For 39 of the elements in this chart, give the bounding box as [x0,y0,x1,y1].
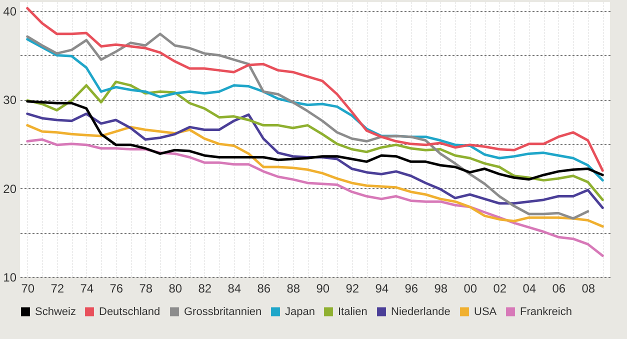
y-tick-label: 20 [3,182,17,196]
legend-label: Japan [285,306,315,318]
x-tick-label: 94 [375,282,389,296]
y-tick-label: 30 [3,93,17,108]
legend-label: USA [474,306,498,318]
x-tick-label: 80 [168,282,182,296]
x-tick-label: 04 [522,282,536,296]
legend-label: Schweiz [35,306,76,318]
legend-label: Deutschland [99,306,160,318]
legend-label: Grossbritannien [184,306,262,318]
x-tick-label: 72 [50,282,64,296]
y-tick-label: 10 [3,270,17,284]
x-tick-label: 70 [21,282,35,296]
line-series [26,112,604,210]
line-series [26,100,604,181]
line-series [26,32,590,220]
y-tick-label: 40 [3,4,17,18]
x-tick-label: 78 [139,282,153,296]
x-tick-label: 00 [464,282,478,296]
x-tick-label: 90 [316,282,330,296]
x-tick-label: 82 [198,282,212,296]
x-tick-label: 08 [582,282,596,296]
x-tick-label: 06 [552,282,566,296]
line-series [26,6,604,172]
legend-label: Frankreich [520,306,572,318]
x-tick-label: 88 [286,282,300,296]
x-tick-label: 74 [80,282,94,296]
x-tick-label: 76 [110,282,124,296]
legend-label: Niederlande [391,306,450,318]
x-tick-label: 92 [346,282,360,296]
line-series [26,138,604,257]
x-tick-label: 02 [493,282,507,296]
line-series [26,124,604,228]
line-series [26,80,604,202]
legend-label: Italien [338,306,368,318]
x-tick-label: 96 [404,282,418,296]
x-tick-label: 98 [434,282,448,296]
x-tick-label: 86 [257,282,271,296]
x-tick-label: 84 [228,282,242,296]
